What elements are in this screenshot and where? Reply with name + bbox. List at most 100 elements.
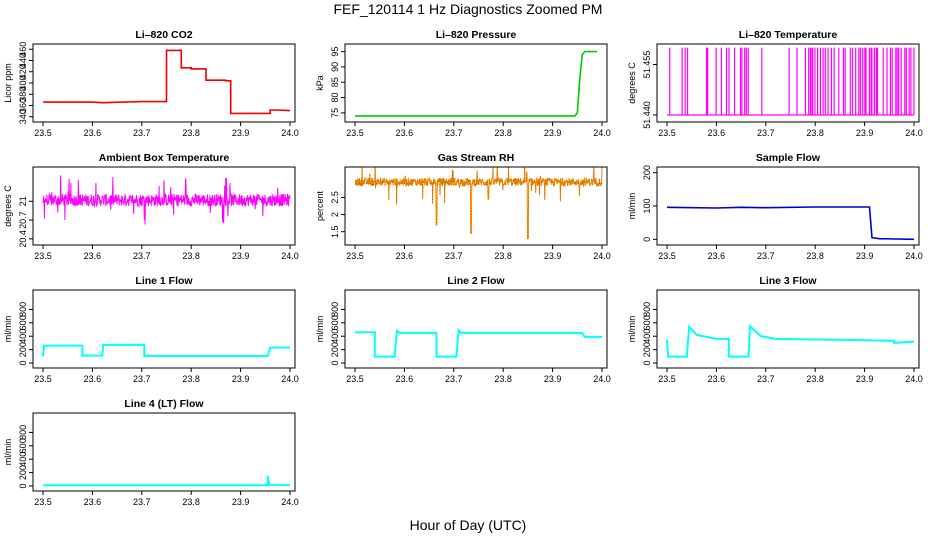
x-tick-label: 23.7 <box>445 251 463 261</box>
y-tick-label: 360 <box>18 98 28 113</box>
y-axis-label: degrees C <box>3 185 13 227</box>
x-tick-label: 23.5 <box>658 128 676 138</box>
panel-8: Line 2 Flow ml/min 23.5 23.6 23.7 23.8 23.9 24.… <box>315 275 611 384</box>
y-axis-label: ml/min <box>3 316 13 343</box>
x-tick-label: 23.8 <box>806 374 824 384</box>
x-tick-label: 23.5 <box>658 374 676 384</box>
y-tick-label: 51.440 <box>642 101 652 129</box>
data-series <box>43 475 291 487</box>
y-axis-label: ml/min <box>627 193 637 220</box>
x-tick-label: 24.0 <box>905 251 923 261</box>
y-tick-label: 380 <box>18 87 28 102</box>
x-tick-label: 23.8 <box>182 497 200 507</box>
plot-frame <box>32 289 296 369</box>
x-tick-label: 23.6 <box>396 374 414 384</box>
x-tick-label: 23.6 <box>708 374 726 384</box>
series-spikes <box>667 47 915 116</box>
panel-1: Li–820 CO2 Licor ppm 23.5 23.6 23.7 23.8 23.9 2… <box>3 29 299 138</box>
series-points <box>354 167 603 239</box>
y-tick-label: 75 <box>330 108 340 118</box>
panel-4: Ambient Box Temperature degrees C 23.5 23.6… <box>3 152 299 261</box>
x-tick-label: 23.9 <box>232 128 250 138</box>
y-tick-label: 200 <box>642 165 652 180</box>
x-tick-label: 23.8 <box>806 251 824 261</box>
y-tick-label: 2 <box>330 212 340 217</box>
panel-title: Line 2 Flow <box>447 275 505 287</box>
y-tick-label: 1.5 <box>330 225 340 238</box>
x-tick-label: 23.6 <box>708 128 726 138</box>
x-tick-label: 23.6 <box>84 251 102 261</box>
panel-2: Li–820 Pressure kPa 23.5 23.6 23.7 23.8 23.9 24… <box>315 29 611 138</box>
panel-title: Line 4 (LT) Flow <box>124 398 204 410</box>
x-tick-label: 24.0 <box>281 374 299 384</box>
x-tick-label: 23.8 <box>182 374 200 384</box>
x-tick-label: 24.0 <box>281 128 299 138</box>
y-axis-label: ml/min <box>3 439 13 466</box>
x-tick-label: 23.8 <box>494 251 512 261</box>
x-axis-title: Hour of Day (UTC) <box>409 517 527 533</box>
plot-frame <box>32 43 296 123</box>
x-tick-label: 24.0 <box>905 374 923 384</box>
y-tick-label: 200 <box>330 342 340 357</box>
figure-title: FEF_120114 1 Hz Diagnostics Zoomed PM <box>333 1 603 17</box>
x-tick-label: 23.8 <box>806 128 824 138</box>
data-series <box>355 327 602 358</box>
panel-title: Li–820 Pressure <box>436 29 517 41</box>
y-tick-label: 420 <box>18 64 28 79</box>
plot-frame <box>32 412 296 492</box>
y-tick-label: 400 <box>642 329 652 344</box>
panel-title: Gas Stream RH <box>438 152 514 164</box>
x-tick-label: 23.5 <box>346 374 364 384</box>
y-axis-label: ml/min <box>627 316 637 343</box>
y-tick-label: 20.4 <box>18 230 28 248</box>
data-series <box>43 49 291 115</box>
x-tick-label: 24.0 <box>905 128 923 138</box>
panel-title: Ambient Box Temperature <box>99 152 230 164</box>
series-noise <box>354 167 603 240</box>
y-tick-label: 200 <box>18 465 28 480</box>
y-tick-label: 0 <box>330 360 340 365</box>
y-tick-label: 200 <box>18 342 28 357</box>
series-line <box>666 324 915 358</box>
y-tick-label: 440 <box>18 53 28 68</box>
series-line <box>355 327 602 358</box>
y-tick-label: 600 <box>330 315 340 330</box>
x-tick-label: 23.9 <box>232 497 250 507</box>
x-tick-label: 23.5 <box>34 497 52 507</box>
x-tick-label: 23.9 <box>544 374 562 384</box>
series-line <box>43 475 291 487</box>
plot-frame <box>344 166 608 246</box>
y-tick-label: 800 <box>18 425 28 440</box>
plot-frame <box>656 289 920 369</box>
series-line <box>42 343 290 357</box>
plot-frame <box>656 166 920 246</box>
panel-6: Sample Flow ml/min 23.5 23.6 23.7 23.8 23.9 24.… <box>627 152 923 261</box>
x-tick-label: 23.5 <box>346 128 364 138</box>
x-tick-label: 23.8 <box>182 251 200 261</box>
y-tick-label: 340 <box>18 109 28 124</box>
y-tick-label: 400 <box>18 75 28 90</box>
y-tick-label: 800 <box>642 302 652 317</box>
y-tick-label: 0 <box>642 360 652 365</box>
y-tick-label: 460 <box>18 42 28 57</box>
data-series <box>666 206 915 241</box>
plot-frame <box>344 289 608 369</box>
x-tick-label: 23.8 <box>494 374 512 384</box>
panel-7: Line 1 Flow ml/min 23.5 23.6 23.7 23.8 23.9 24.… <box>3 275 299 384</box>
panel-title: Li–820 Temperature <box>739 29 838 41</box>
plot-frame <box>32 166 296 246</box>
y-tick-label: 20.7 <box>18 211 28 229</box>
panel-9: Line 3 Flow ml/min 23.5 23.6 23.7 23.8 23.9 24.… <box>627 275 923 384</box>
plot-frame <box>656 43 920 123</box>
x-tick-label: 23.5 <box>34 128 52 138</box>
y-tick-label: 95 <box>330 47 340 57</box>
y-axis-label: degrees C <box>627 62 637 104</box>
data-series <box>42 343 290 357</box>
x-tick-label: 23.6 <box>84 128 102 138</box>
data-series <box>355 50 598 117</box>
data-series <box>666 324 915 358</box>
x-tick-label: 23.5 <box>346 251 364 261</box>
x-tick-label: 23.5 <box>34 374 52 384</box>
x-tick-label: 23.9 <box>856 128 874 138</box>
